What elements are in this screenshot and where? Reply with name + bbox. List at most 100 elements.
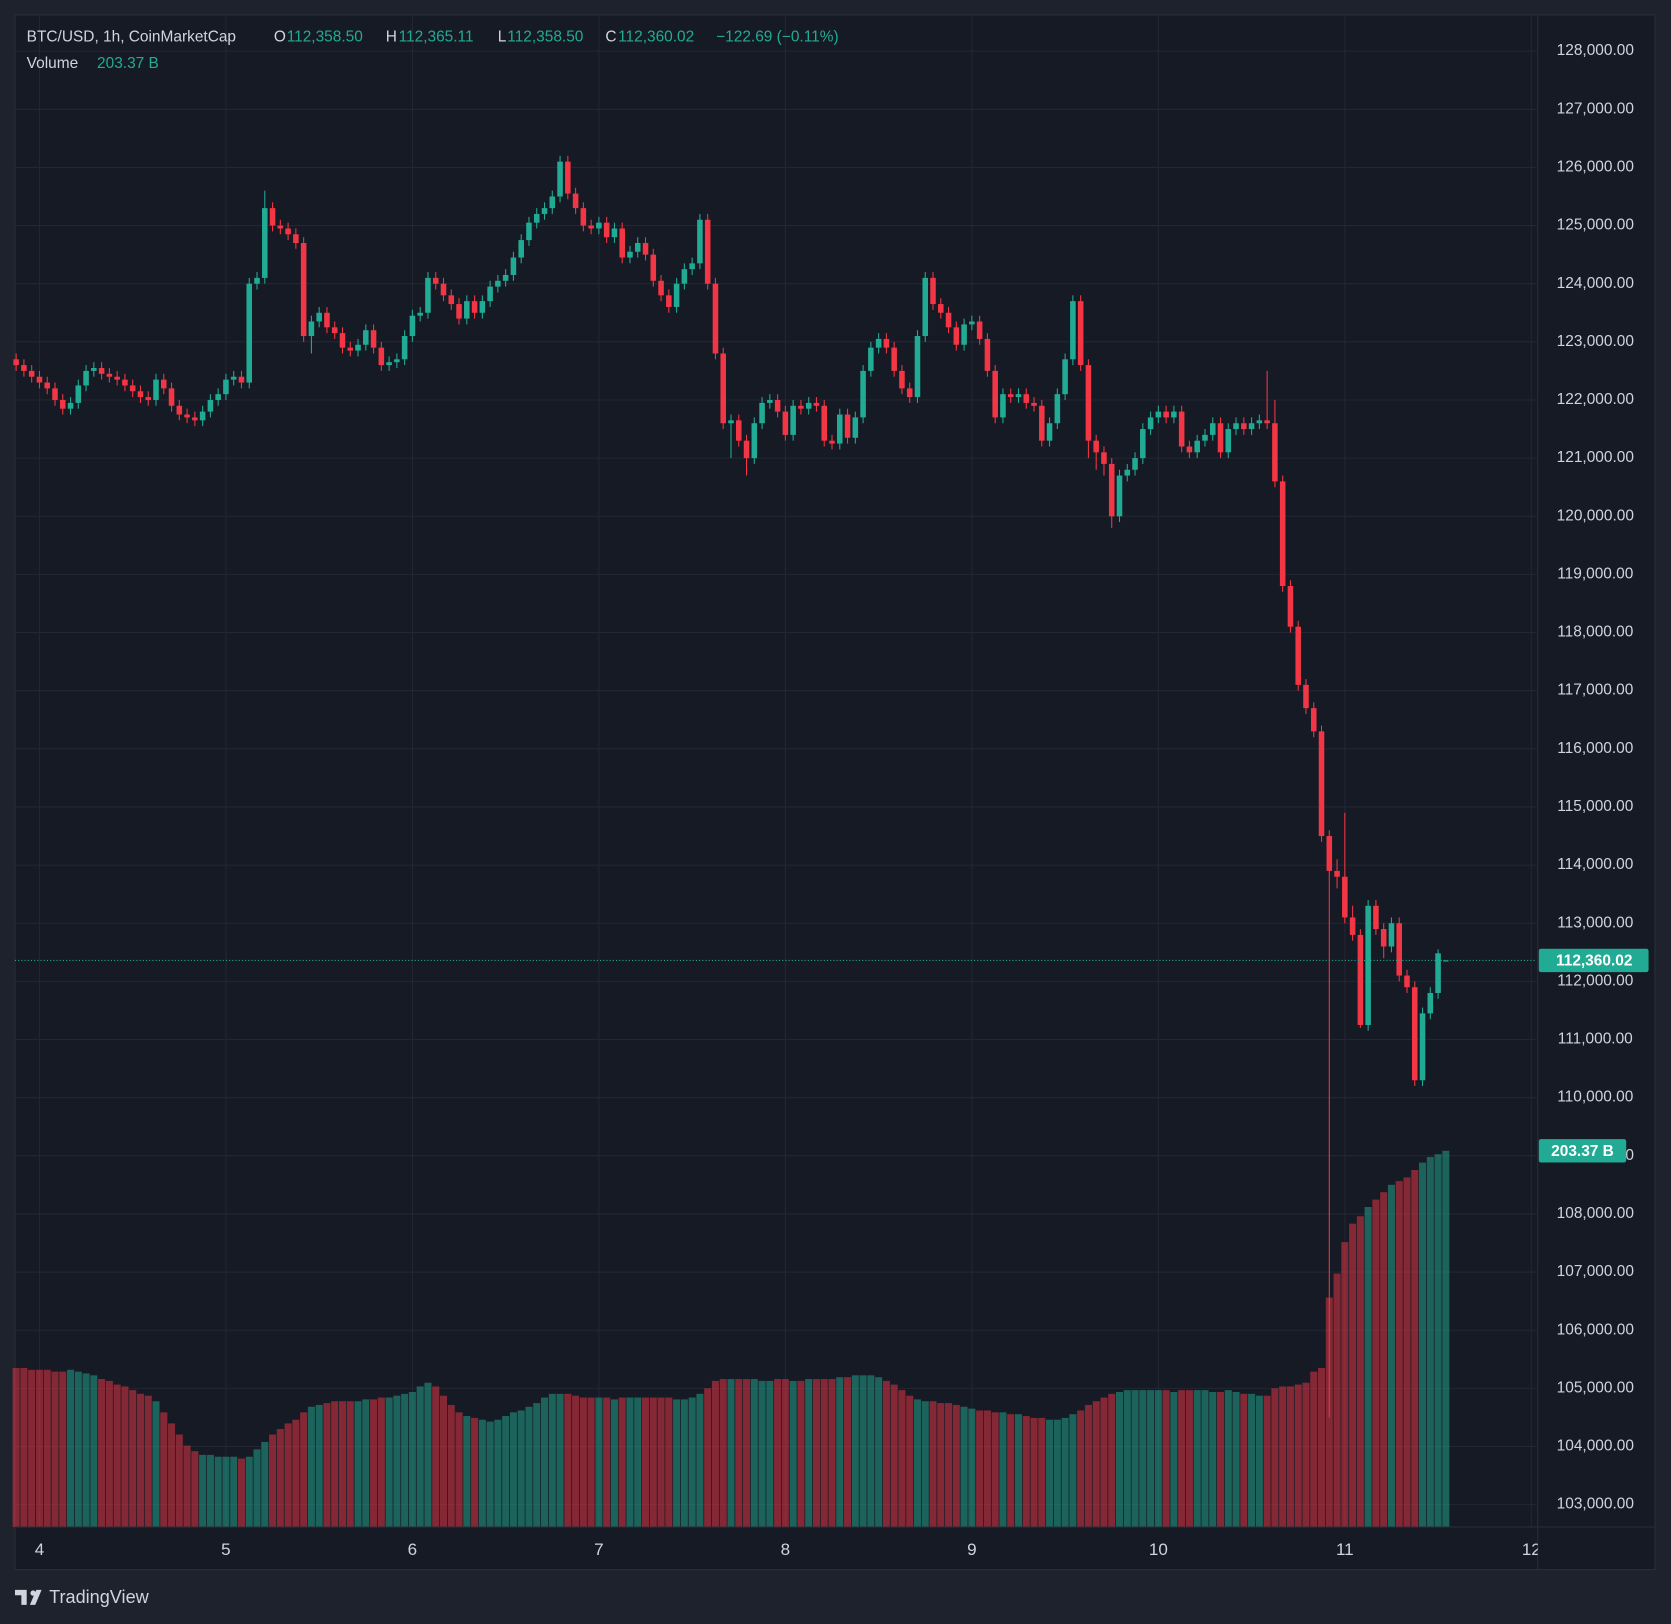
volume-bar	[1216, 1391, 1225, 1528]
volume-bar	[960, 1406, 968, 1528]
candle-body	[1085, 365, 1092, 441]
y-tick-label: 120,000.00	[1557, 507, 1634, 524]
volume-bar	[906, 1395, 914, 1528]
volume-bar	[828, 1379, 836, 1528]
volume-bar	[90, 1375, 98, 1528]
volume-bar	[463, 1416, 471, 1528]
volume-bar	[727, 1379, 735, 1528]
candle-body	[378, 347, 385, 366]
y-tick-label: 113,000.00	[1557, 914, 1633, 931]
volume-bar	[890, 1384, 898, 1528]
volume-bar	[525, 1406, 533, 1528]
candle-body	[36, 376, 43, 383]
volume-bar	[35, 1369, 43, 1528]
volume-bar	[471, 1417, 479, 1528]
candle-body	[868, 347, 874, 371]
candle-body	[28, 370, 35, 377]
y-tick-label: 123,000.00	[1557, 333, 1634, 350]
candle-body	[844, 414, 851, 438]
candle-body	[1248, 423, 1255, 430]
candle-body	[145, 397, 152, 400]
candle-body	[658, 280, 664, 296]
candle-body	[1070, 301, 1076, 360]
volume-bar	[191, 1451, 199, 1528]
volume-bar	[595, 1397, 603, 1528]
candle-body	[363, 330, 369, 345]
candle-body	[308, 321, 315, 337]
volume-bar	[1302, 1382, 1310, 1528]
candle-body	[1396, 923, 1402, 976]
volume-bar	[12, 1367, 20, 1528]
volume-bar	[509, 1412, 517, 1528]
volume-bar	[673, 1399, 681, 1528]
candle-body	[106, 373, 113, 377]
candle-body	[860, 370, 866, 418]
candle-body	[596, 222, 602, 229]
candle-body	[829, 440, 835, 444]
volume-bar	[1442, 1150, 1450, 1528]
candle-body	[223, 379, 229, 395]
x-tick-label: 6	[408, 1540, 417, 1559]
candle-body	[1388, 923, 1395, 947]
candle-body	[992, 370, 998, 418]
volume-bar	[1356, 1216, 1364, 1528]
candle-body	[425, 277, 431, 313]
y-tick-label: 125,000.00	[1557, 217, 1634, 234]
volume-bar	[447, 1404, 455, 1528]
volume-bar	[921, 1401, 929, 1528]
candle-body	[1241, 423, 1247, 430]
volume-bar	[393, 1395, 401, 1528]
volume-bar	[408, 1391, 416, 1528]
candle-body	[837, 414, 843, 444]
candle-body	[969, 321, 975, 325]
volume-bar	[129, 1390, 137, 1528]
y-tick-label: 110,000.00	[1557, 1089, 1633, 1106]
volume-bar	[1108, 1393, 1116, 1528]
candle-body	[1326, 836, 1333, 871]
candle-body	[184, 414, 190, 418]
candle-body	[611, 228, 618, 238]
candle-body	[1140, 429, 1146, 459]
volume-bar	[750, 1379, 758, 1528]
candle-body	[432, 277, 439, 284]
volume-bar	[517, 1410, 525, 1528]
candle-body	[1054, 394, 1061, 424]
candle-body	[230, 376, 237, 380]
open-key: O	[274, 28, 286, 45]
candle-body	[254, 277, 260, 284]
candle-body	[1046, 423, 1053, 441]
volume-bar	[642, 1397, 650, 1528]
candle-body	[1357, 934, 1364, 1025]
volume-bar	[323, 1403, 331, 1528]
candle-body	[215, 394, 221, 400]
low-key: L	[498, 28, 507, 45]
candle-body	[91, 368, 97, 371]
volume-bar	[1014, 1414, 1023, 1528]
volume-bar	[913, 1399, 921, 1528]
volume-bar	[976, 1410, 984, 1528]
candle-body	[938, 304, 944, 313]
candle-body	[1155, 411, 1162, 418]
candle-body	[495, 280, 501, 287]
candle-body	[370, 330, 377, 348]
candle-body	[1287, 586, 1294, 627]
volume-bar	[945, 1403, 953, 1528]
low-value: 112,358.50	[507, 28, 583, 45]
candle-body	[720, 353, 726, 424]
candle-body	[510, 257, 517, 275]
candle-body	[619, 228, 625, 258]
volume-bar	[820, 1379, 828, 1528]
candle-body	[1093, 440, 1099, 453]
candle-body	[526, 222, 532, 241]
candle-body	[930, 277, 936, 305]
candle-body	[875, 338, 882, 348]
candle-body	[355, 344, 361, 351]
volume-bar	[603, 1397, 611, 1528]
candle-body	[83, 370, 89, 386]
candle-body	[479, 301, 486, 313]
candle-body	[137, 391, 144, 398]
y-tick-label: 124,000.00	[1557, 275, 1634, 292]
price-tag	[1538, 948, 1649, 973]
candle-body	[1365, 905, 1371, 1025]
candle-body	[774, 399, 781, 412]
